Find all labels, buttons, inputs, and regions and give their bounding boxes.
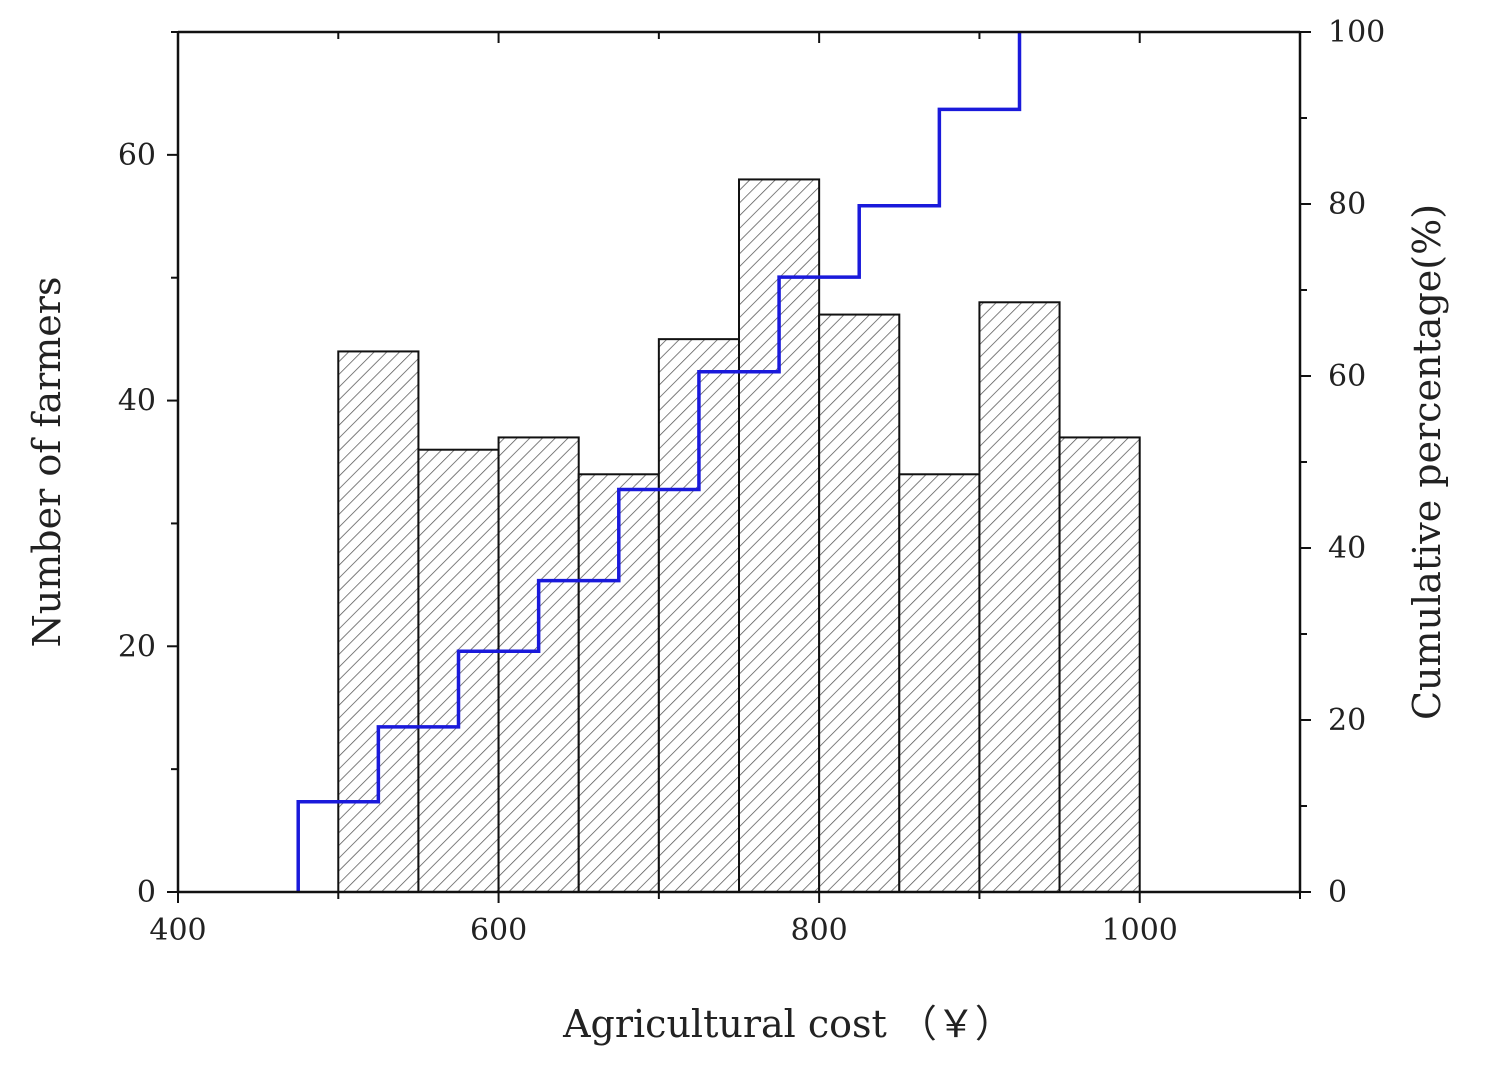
histogram-bars [337,178,1141,894]
y2-tick-label: 40 [1328,531,1366,566]
y-tick-label: 60 [118,138,156,173]
histogram-bar-3 [497,436,580,893]
histogram-bar-8 [898,473,981,893]
cumulative-line-layer [296,32,1022,892]
histogram-bar-1 [337,350,420,893]
y2-axis-title: Cumulative percentage(%) [1405,204,1449,720]
y-tick-label: 40 [118,384,156,419]
y-axis-title: Number of farmers [25,277,69,648]
x-tick-label: 600 [470,913,527,948]
y2-tick-label: 60 [1328,359,1366,394]
x-tick-label: 800 [791,913,848,948]
axes [167,30,1311,903]
x-tick-label: 400 [149,913,206,948]
y2-tick-label: 100 [1328,15,1385,50]
x-axis-title: Agricultural cost （￥） [562,1002,1013,1046]
histogram-bar-10 [1058,436,1141,893]
y2-tick-label: 80 [1328,187,1366,222]
y-tick-label: 0 [137,875,156,910]
y2-tick-label: 20 [1328,703,1366,738]
histogram-bar-7 [818,313,901,894]
y-tick-label: 20 [118,629,156,664]
cumulative-percentage-line [296,32,1022,892]
x-tick-label: 1000 [1102,913,1178,948]
histogram-bar-9 [978,301,1061,893]
y2-tick-label: 0 [1328,875,1347,910]
